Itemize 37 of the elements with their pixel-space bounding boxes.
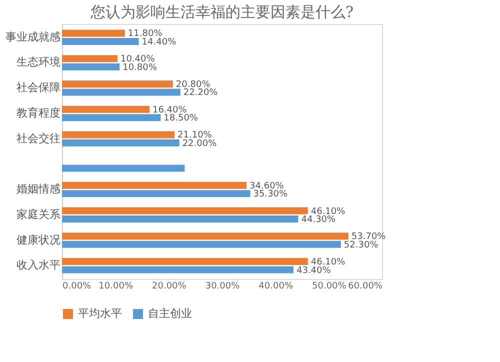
y-tick-label: 收入水平 [16, 258, 60, 272]
data-label: 53.70% [351, 232, 386, 242]
data-label: 35.30% [253, 190, 288, 200]
y-tick-label: 事业成就感 [6, 30, 60, 44]
data-label: 16.40% [152, 105, 188, 116]
data-label: 43.40% [296, 266, 332, 276]
legend-label: 自主创业 [148, 307, 192, 320]
y-tick-label: 社会保障 [16, 81, 60, 94]
data-label: 22.20% [183, 88, 218, 98]
data-label: 11.80% [128, 29, 163, 40]
data-label: 10.80% [122, 62, 158, 73]
x-tick-label: 50.00% [312, 282, 347, 292]
legend-label: 平均水平 [78, 307, 122, 320]
data-label: 20.80% [176, 80, 211, 90]
x-tick-label: 30.00% [205, 282, 240, 292]
y-tick-label: 生态环境 [16, 56, 60, 69]
data-label: 52.30% [344, 240, 379, 250]
data-label: 46.10% [310, 258, 346, 268]
data-label: 34.60% [250, 181, 284, 192]
data-label: 14.40% [142, 37, 177, 48]
y-tick-label: 婚姻情感 [16, 182, 60, 196]
y-tick-label: 社会交往 [16, 132, 60, 145]
y-tick-label: 教育程度 [16, 106, 60, 120]
x-tick-label: 10.00% [98, 282, 134, 292]
x-tick-label: 40.00% [258, 282, 294, 292]
data-label: 18.50% [164, 114, 198, 124]
y-tick-label: 健康状况 [16, 233, 60, 246]
data-label: 44.30% [301, 215, 336, 226]
data-label: 21.10% [178, 130, 212, 141]
chart-title: 您认为影响生活幸福的主要因素是什么? [89, 3, 354, 21]
data-label: 10.40% [120, 54, 156, 65]
x-tick-label: 20.00% [152, 282, 187, 292]
y-tick-label: 家庭关系 [16, 208, 60, 221]
data-label: 46.10% [310, 206, 346, 217]
data-label: 22.00% [182, 138, 218, 149]
x-tick-label: 0.00% [62, 282, 92, 292]
x-tick-label: 60.00% [348, 282, 383, 292]
